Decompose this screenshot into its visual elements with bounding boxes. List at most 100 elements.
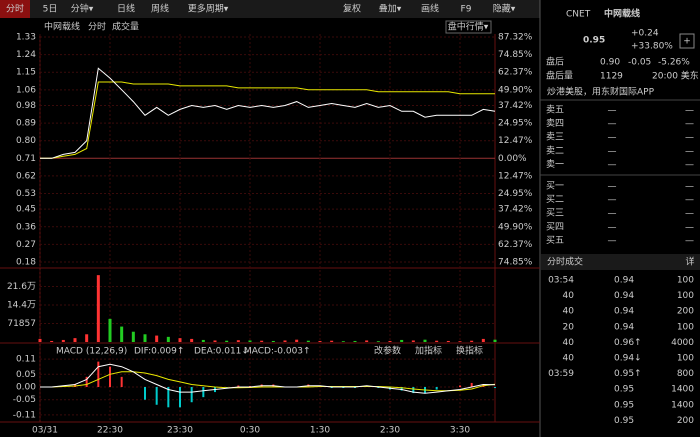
pct-tick: 0.00%: [498, 154, 527, 164]
vol-bar: [493, 339, 497, 342]
macd-bar: [74, 383, 76, 387]
trade-price: 0.94: [614, 276, 634, 286]
macd-bar: [167, 387, 170, 408]
ah-change: -0.05: [628, 58, 651, 68]
book-price: —: [608, 146, 617, 156]
book-label: 卖三: [546, 132, 564, 143]
book-label: 卖四: [546, 118, 564, 129]
macd-bar: [97, 361, 100, 387]
book-label: 买三: [546, 208, 564, 219]
vol-bar: [61, 339, 65, 342]
vol-bar: [178, 338, 182, 342]
trade-price: 0.96↑: [614, 338, 642, 348]
macd-bar: [109, 366, 111, 387]
trade-vol: 200: [677, 307, 694, 317]
tab[interactable]: 日线: [117, 3, 135, 15]
book-vol: —: [685, 195, 694, 205]
tool[interactable]: 叠加▾: [379, 4, 402, 15]
macd-tick: -0.11: [13, 410, 36, 420]
vol-bar: [85, 334, 89, 342]
tab[interactable]: 分时: [6, 3, 24, 15]
ad[interactable]: 炒港美股，用东财国际APP: [547, 86, 655, 98]
book-vol: —: [685, 106, 694, 116]
vol-bar: [213, 340, 217, 342]
macd-btn[interactable]: 改参数: [374, 345, 401, 357]
book-label: 卖一: [546, 159, 564, 170]
tab[interactable]: 更多周期▾: [188, 3, 229, 15]
macd-tick: 0.00: [16, 383, 36, 393]
dropdown-label[interactable]: 盘中行情▾: [448, 21, 489, 33]
dropdown[interactable]: [445, 20, 492, 34]
vol-bar: [166, 336, 170, 342]
price-line: [40, 67, 496, 159]
mode: 分时: [88, 21, 106, 33]
trade-vol: 1400: [671, 400, 694, 410]
macd-dea: DEA:0.011↓: [194, 347, 249, 357]
book-price: —: [608, 106, 617, 116]
vol-bar: [236, 340, 240, 342]
trade-time: 20: [563, 322, 575, 332]
time-label: 3:30: [450, 426, 470, 436]
stock-name: 中网载线: [44, 21, 80, 33]
vol-bar: [155, 335, 159, 342]
macd-bar: [459, 385, 461, 387]
tab[interactable]: 分钟▾: [71, 3, 94, 15]
tool[interactable]: F9: [461, 5, 472, 15]
macd-bar: [144, 387, 146, 400]
macd-btn[interactable]: 换指标: [456, 345, 483, 357]
vol-bar: [38, 338, 42, 342]
vol-bar: [411, 340, 415, 342]
book-price: —: [608, 182, 617, 192]
pct-tick: 12.47%: [498, 136, 533, 146]
name: 中网载线: [604, 8, 640, 20]
tab[interactable]: 5日: [43, 4, 58, 15]
tab[interactable]: 周线: [151, 3, 169, 15]
macd-bar: [85, 376, 88, 387]
trade-time: 40: [563, 354, 575, 364]
tool[interactable]: 画线: [421, 3, 439, 15]
tool[interactable]: 隐藏▾: [493, 3, 516, 15]
vol-bar: [295, 339, 299, 342]
macd-tick: -0.05: [13, 395, 36, 405]
add[interactable]: +: [683, 37, 691, 47]
vol-bar: [143, 334, 147, 342]
trade-time: 40: [563, 291, 575, 301]
macd-bar: [354, 387, 356, 389]
trade-time: 40: [563, 338, 575, 348]
time-label: 0:30: [240, 426, 260, 436]
pct-tick: 62.37%: [498, 68, 533, 78]
toolbar: [0, 0, 540, 18]
vol-bar: [318, 340, 322, 342]
time-label: 03/31: [32, 426, 58, 436]
pct-tick: 62.37%: [498, 240, 533, 250]
ah-label: 盘后: [546, 56, 564, 68]
vol-bar: [108, 318, 112, 342]
macd-dif: DIF:0.009↑: [134, 347, 184, 357]
pct-tick: 49.90%: [498, 222, 533, 232]
macd-tick: 0.05: [16, 370, 36, 380]
trades-button[interactable]: 详: [685, 256, 694, 268]
add-box[interactable]: [679, 33, 695, 49]
macd-bar: [400, 387, 403, 391]
trade-price: 0.94: [614, 322, 634, 332]
pct-tick: 49.90%: [498, 85, 533, 95]
price-tick: 1.06: [16, 85, 36, 95]
vol-bar: [225, 340, 229, 342]
vol-bar: [190, 338, 194, 342]
macd-btn[interactable]: 加指标: [415, 345, 442, 357]
last-price: 0.95: [583, 36, 605, 46]
macd-bar: [494, 387, 496, 389]
price-tick: 0.62: [16, 171, 36, 181]
tool[interactable]: 复权: [343, 3, 361, 15]
price-tick: 0.53: [16, 189, 36, 199]
pct-tick: 37.42%: [498, 101, 533, 111]
trade-time: 03:59: [548, 369, 574, 379]
ah-time: 20:00 美东: [652, 70, 699, 82]
price-tick: 0.36: [16, 222, 36, 232]
ah-pct: -5.26%: [658, 58, 690, 68]
vol-bar: [271, 340, 275, 342]
trade-time: 03:54: [548, 276, 574, 286]
vol-bar: [423, 339, 427, 342]
book-price: —: [608, 236, 617, 246]
